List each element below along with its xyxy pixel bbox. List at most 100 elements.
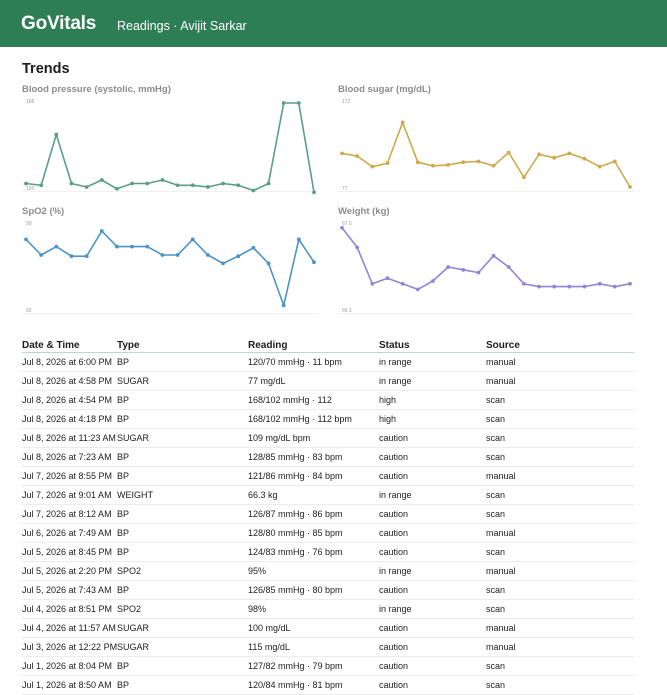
data-point xyxy=(400,120,405,125)
data-point xyxy=(296,237,301,242)
data-point xyxy=(145,244,150,249)
cell-status: in range xyxy=(379,371,486,391)
cell-type: BP xyxy=(117,504,248,524)
data-point xyxy=(370,281,375,286)
cell-datetime: Jul 7, 2026 at 8:55 PM xyxy=(22,466,117,486)
cell-status: in range xyxy=(379,485,486,505)
data-point xyxy=(205,185,210,189)
data-point xyxy=(612,159,617,164)
app-logo[interactable]: GoVitals xyxy=(21,13,97,34)
cell-datetime: Jul 8, 2026 at 6:00 PM xyxy=(22,352,117,372)
data-point xyxy=(236,254,241,259)
data-point xyxy=(251,245,256,250)
readings-table: Date & Time Type Reading Status Source J… xyxy=(22,337,634,695)
data-point xyxy=(340,151,344,156)
table-row[interactable]: Jul 6, 2026 at 7:49 AM BP 128/80 mmHg · 85… xyxy=(22,523,634,543)
cell-reading: 168/102 mmHg · 112 xyxy=(248,390,379,410)
cell-type: BP xyxy=(117,523,248,543)
weight-chart-title: Weight (kg) xyxy=(338,206,390,217)
data-point xyxy=(99,178,104,182)
data-point xyxy=(461,267,466,272)
data-point xyxy=(552,155,557,160)
table-row[interactable]: Jul 8, 2026 at 7:23 AM BP 128/85 mmHg · 83… xyxy=(22,447,634,467)
data-point xyxy=(160,253,165,257)
cell-reading: 121/86 mmHg · 84 bpm xyxy=(248,466,379,486)
table-row[interactable]: Jul 8, 2026 at 6:00 PM BP 120/70 mmHg · 11… xyxy=(22,352,634,372)
col-header-source[interactable]: Source xyxy=(486,337,634,353)
cell-reading: 120/84 mmHg · 81 bpm xyxy=(248,675,379,695)
data-point xyxy=(567,151,572,156)
data-point xyxy=(506,150,511,155)
y-tick-min: 120 xyxy=(26,186,35,192)
data-point xyxy=(39,183,44,188)
data-point xyxy=(506,265,511,269)
col-header-datetime[interactable]: Date & Time xyxy=(22,337,117,353)
cell-reading: 120/70 mmHg · 11 bpm xyxy=(248,352,379,372)
table-row[interactable]: Jul 3, 2026 at 12:22 PM SUGAR 115 mg/dL cau… xyxy=(22,637,634,657)
cell-reading: 128/85 mmHg · 83 bpm xyxy=(248,447,379,467)
sugar-chart-title: Blood sugar (mg/dL) xyxy=(338,84,431,95)
data-point xyxy=(385,161,390,166)
table-row[interactable]: Jul 4, 2026 at 11:57 AM SUGAR 100 mg/dL cau… xyxy=(22,618,634,638)
y-tick-min: 66.1 xyxy=(342,308,352,314)
data-point xyxy=(415,160,420,165)
data-point xyxy=(491,163,496,168)
cell-source: manual xyxy=(486,352,634,372)
table-row[interactable]: Jul 8, 2026 at 4:18 PM BP 168/102 mmHg · 1… xyxy=(22,409,634,429)
table-row[interactable]: Jul 7, 2026 at 8:12 AM BP 126/87 mmHg · 86… xyxy=(22,504,634,524)
cell-datetime: Jul 8, 2026 at 4:54 PM xyxy=(22,390,117,410)
bp-chart-title: Blood pressure (systolic, mmHg) xyxy=(22,84,171,95)
table-row[interactable]: Jul 5, 2026 at 8:45 PM BP 124/83 mmHg · 76… xyxy=(22,542,634,562)
cell-status: caution xyxy=(379,675,486,695)
data-point xyxy=(582,156,587,161)
page-subtitle: Readings · Avijit Sarkar xyxy=(117,19,247,33)
table-row[interactable]: Jul 1, 2026 at 8:50 AM BP 120/84 mmHg · 81… xyxy=(22,675,634,695)
table-row[interactable]: Jul 7, 2026 at 9:01 AM WEIGHT 66.3 kg in ra… xyxy=(22,485,634,505)
col-header-reading[interactable]: Reading xyxy=(248,337,379,353)
cell-reading: 109 mg/dL bpm xyxy=(248,428,379,448)
cell-reading: 168/102 mmHg · 112 bpm xyxy=(248,409,379,429)
col-header-status[interactable]: Status xyxy=(379,337,486,353)
data-point xyxy=(597,281,602,286)
data-point xyxy=(476,270,481,275)
data-point xyxy=(355,154,360,158)
cell-datetime: Jul 4, 2026 at 11:57 AM xyxy=(22,618,117,638)
data-point xyxy=(130,181,135,186)
table-row[interactable]: Jul 7, 2026 at 8:55 PM BP 121/86 mmHg · 84… xyxy=(22,466,634,486)
cell-datetime: Jul 5, 2026 at 7:43 AM xyxy=(22,580,117,600)
cell-reading: 126/87 mmHg · 86 bpm xyxy=(248,504,379,524)
cell-source: manual xyxy=(486,371,634,391)
table-row[interactable]: Jul 8, 2026 at 11:23 AM SUGAR 109 mg/dL bp… xyxy=(22,428,634,448)
cell-source: scan xyxy=(486,485,634,505)
bp-chart: 168 120 xyxy=(22,99,318,195)
table-row[interactable]: Jul 5, 2026 at 7:43 AM BP 126/85 mmHg · 80… xyxy=(22,580,634,600)
data-point xyxy=(84,185,89,189)
data-point xyxy=(24,237,28,242)
y-tick-max: 99 xyxy=(26,221,32,227)
table-row[interactable]: Jul 8, 2026 at 4:58 PM SUGAR 77 mg/dL in ra… xyxy=(22,371,634,391)
col-header-type[interactable]: Type xyxy=(117,337,248,353)
cell-reading: 98% xyxy=(248,599,379,619)
weight-chart: 67.6 66.1 xyxy=(338,221,634,314)
cell-type: SUGAR xyxy=(117,637,248,657)
data-point xyxy=(266,261,271,266)
y-tick-max: 168 xyxy=(26,99,35,105)
data-point xyxy=(521,175,526,180)
cell-status: caution xyxy=(379,428,486,448)
table-row[interactable]: Jul 8, 2026 at 4:54 PM BP 168/102 mmHg · 1… xyxy=(22,390,634,410)
data-point xyxy=(446,265,451,269)
cell-type: BP xyxy=(117,409,248,429)
table-row[interactable]: Jul 1, 2026 at 8:04 PM BP 127/82 mmHg · 79… xyxy=(22,656,634,676)
cell-source: scan xyxy=(486,656,634,676)
data-point xyxy=(281,303,286,308)
cell-datetime: Jul 8, 2026 at 4:18 PM xyxy=(22,409,117,429)
table-row[interactable]: Jul 4, 2026 at 8:51 PM SPO2 98% in range sca… xyxy=(22,599,634,619)
table-row[interactable]: Jul 5, 2026 at 2:20 PM SPO2 95% in range man… xyxy=(22,561,634,581)
data-point xyxy=(221,261,225,266)
cell-status: caution xyxy=(379,618,486,638)
data-point xyxy=(54,132,59,137)
y-tick-max: 172 xyxy=(342,99,351,105)
y-tick-max: 67.6 xyxy=(342,221,352,227)
data-point xyxy=(355,245,360,250)
cell-datetime: Jul 8, 2026 at 7:23 AM xyxy=(22,447,117,467)
